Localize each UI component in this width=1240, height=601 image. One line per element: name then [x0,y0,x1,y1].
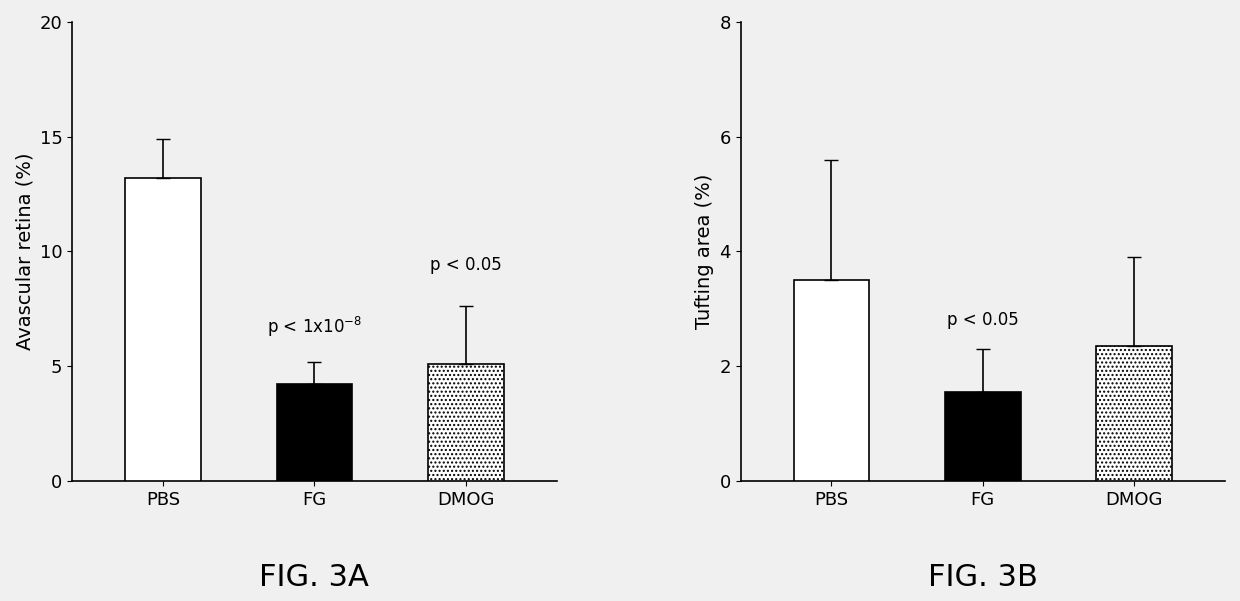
Text: p < 0.05: p < 0.05 [947,311,1019,329]
Bar [1096,346,1172,481]
Y-axis label: Avascular retina (%): Avascular retina (%) [15,153,33,350]
Text: p < 0.05: p < 0.05 [430,257,502,274]
Bar [125,178,201,481]
Bar [428,364,503,481]
Text: p < 1x10$^{-8}$: p < 1x10$^{-8}$ [267,314,362,338]
Bar [277,385,352,481]
Bar [945,392,1021,481]
Y-axis label: Tufting area (%): Tufting area (%) [694,174,714,329]
Bar [794,280,869,481]
Text: FIG. 3B: FIG. 3B [928,563,1038,593]
Text: FIG. 3A: FIG. 3A [259,563,370,593]
